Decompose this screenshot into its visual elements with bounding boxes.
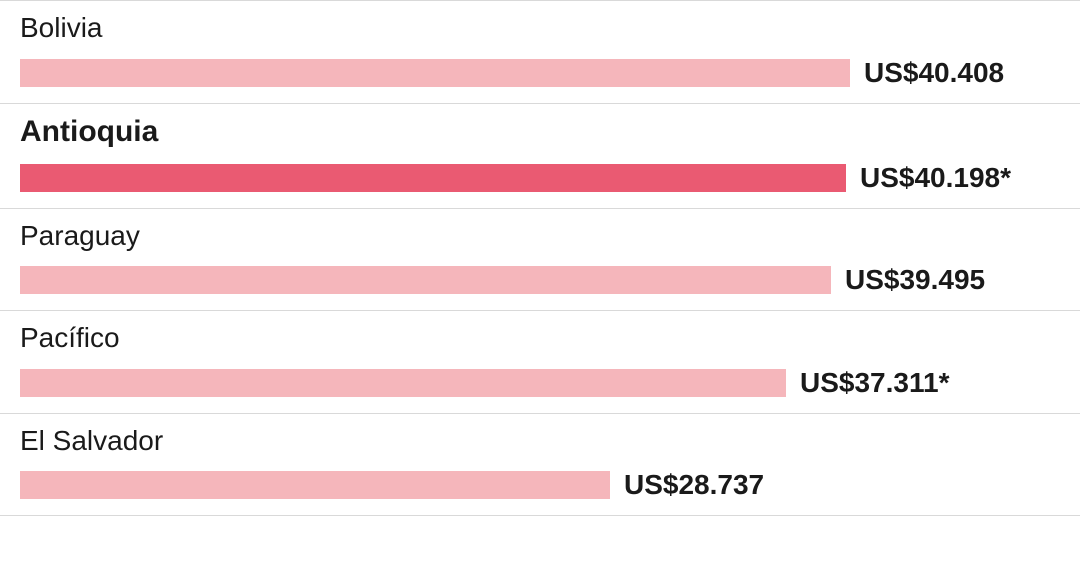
bar-row: Bolivia US$40.408 <box>0 0 1080 103</box>
bar-row: Paraguay US$39.495 <box>0 208 1080 311</box>
bar-row: El Salvador US$28.737 <box>0 413 1080 517</box>
bar <box>20 369 786 397</box>
row-value: US$28.737 <box>624 469 764 501</box>
bar-row: Pacífico US$37.311* <box>0 310 1080 413</box>
bar-line: US$39.495 <box>20 264 1060 296</box>
row-label: El Salvador <box>20 424 1060 458</box>
gdp-bar-chart: Bolivia US$40.408 Antioquia US$40.198* P… <box>0 0 1080 516</box>
row-value: US$37.311* <box>800 367 949 399</box>
bar-row: Antioquia US$40.198* <box>0 103 1080 208</box>
row-value: US$39.495 <box>845 264 985 296</box>
row-label: Pacífico <box>20 321 1060 355</box>
bar <box>20 471 610 499</box>
row-value: US$40.198* <box>860 162 1011 194</box>
bar-line: US$40.198* <box>20 162 1060 194</box>
row-value: US$40.408 <box>864 57 1004 89</box>
row-label: Bolivia <box>20 11 1060 45</box>
row-label: Paraguay <box>20 219 1060 253</box>
row-label: Antioquia <box>20 114 1060 150</box>
bar <box>20 59 850 87</box>
bar <box>20 164 846 192</box>
bar-line: US$28.737 <box>20 469 1060 501</box>
bar <box>20 266 831 294</box>
bar-line: US$37.311* <box>20 367 1060 399</box>
bar-line: US$40.408 <box>20 57 1060 89</box>
